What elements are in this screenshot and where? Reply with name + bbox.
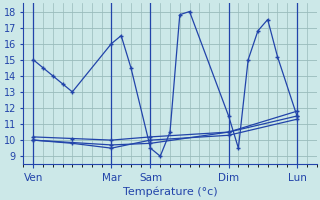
X-axis label: Température (°c): Température (°c) bbox=[123, 186, 217, 197]
